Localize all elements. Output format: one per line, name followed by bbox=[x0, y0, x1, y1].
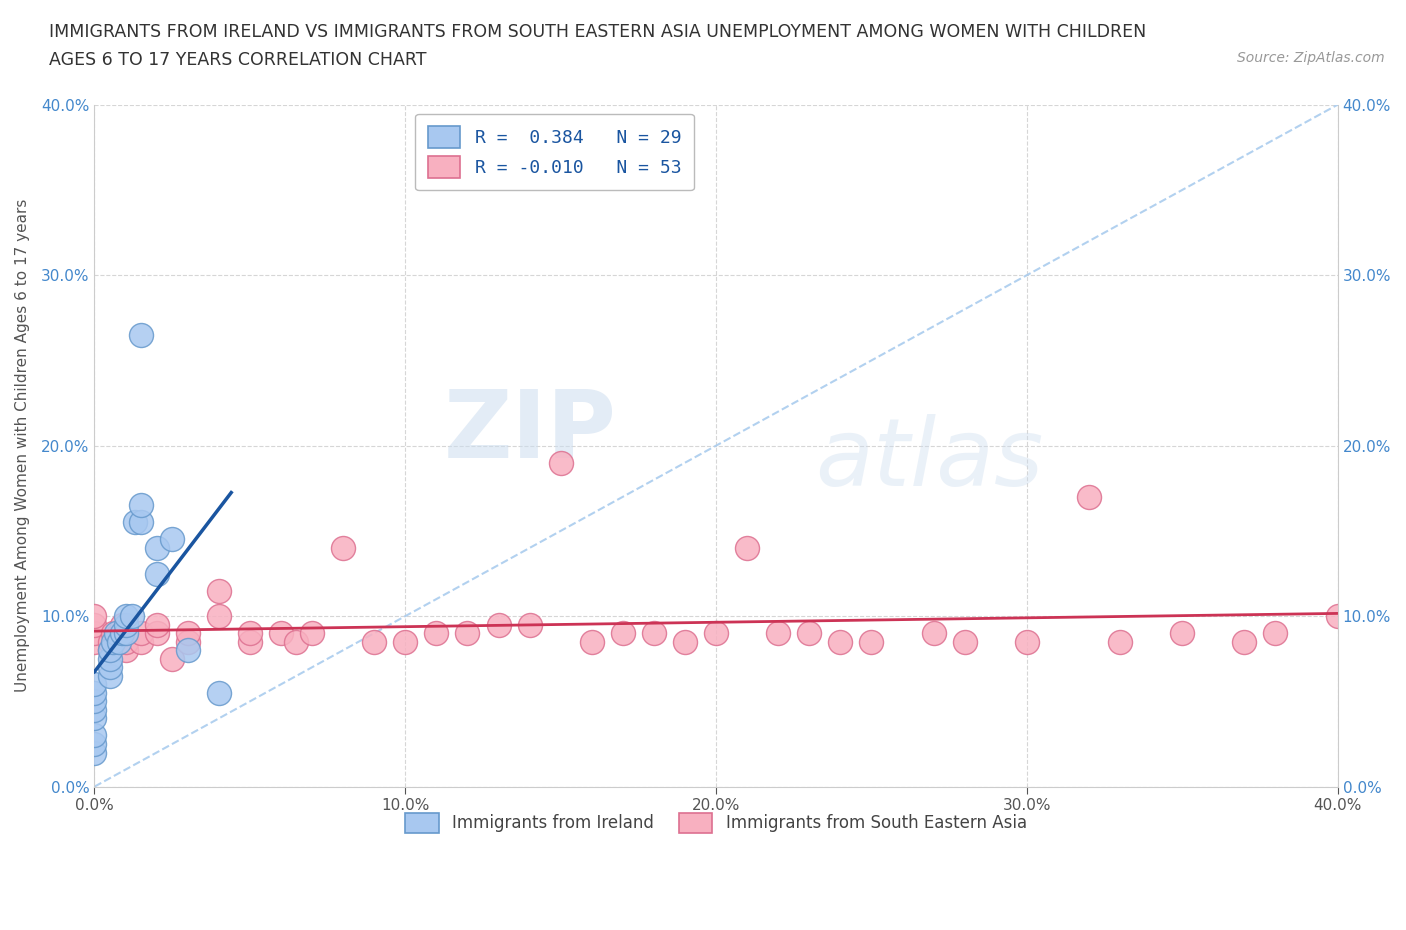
Point bbox=[83, 745, 105, 760]
Point bbox=[1171, 626, 1194, 641]
Point bbox=[239, 626, 262, 641]
Point bbox=[735, 540, 758, 555]
Point bbox=[799, 626, 821, 641]
Point bbox=[612, 626, 634, 641]
Point bbox=[550, 456, 572, 471]
Point bbox=[363, 634, 385, 649]
Point bbox=[643, 626, 665, 641]
Point bbox=[953, 634, 976, 649]
Point bbox=[114, 626, 136, 641]
Point bbox=[114, 609, 136, 624]
Point bbox=[704, 626, 727, 641]
Point bbox=[83, 685, 105, 700]
Point bbox=[129, 626, 152, 641]
Point bbox=[114, 634, 136, 649]
Point bbox=[98, 651, 121, 666]
Text: ZIP: ZIP bbox=[444, 386, 617, 478]
Point bbox=[488, 618, 510, 632]
Point bbox=[145, 618, 167, 632]
Text: AGES 6 TO 17 YEARS CORRELATION CHART: AGES 6 TO 17 YEARS CORRELATION CHART bbox=[49, 51, 426, 69]
Point bbox=[129, 515, 152, 530]
Text: atlas: atlas bbox=[815, 414, 1043, 505]
Point bbox=[394, 634, 416, 649]
Point bbox=[111, 626, 134, 641]
Point bbox=[83, 702, 105, 717]
Point bbox=[101, 626, 124, 641]
Point bbox=[114, 643, 136, 658]
Point bbox=[83, 711, 105, 726]
Point bbox=[1264, 626, 1286, 641]
Point bbox=[121, 609, 143, 624]
Point bbox=[114, 618, 136, 632]
Point bbox=[101, 634, 124, 649]
Point bbox=[98, 643, 121, 658]
Point bbox=[129, 634, 152, 649]
Point bbox=[208, 685, 231, 700]
Point bbox=[83, 677, 105, 692]
Point bbox=[129, 498, 152, 512]
Point bbox=[208, 609, 231, 624]
Point bbox=[83, 609, 105, 624]
Point bbox=[83, 626, 105, 641]
Point bbox=[1078, 489, 1101, 504]
Point bbox=[124, 515, 146, 530]
Point bbox=[129, 327, 152, 342]
Point bbox=[456, 626, 478, 641]
Point bbox=[145, 566, 167, 581]
Point bbox=[105, 634, 128, 649]
Point bbox=[108, 626, 131, 641]
Point bbox=[83, 737, 105, 751]
Point bbox=[1015, 634, 1038, 649]
Point bbox=[160, 532, 183, 547]
Point bbox=[177, 643, 200, 658]
Point bbox=[145, 540, 167, 555]
Point bbox=[208, 583, 231, 598]
Point bbox=[108, 634, 131, 649]
Point bbox=[519, 618, 541, 632]
Point bbox=[98, 660, 121, 675]
Point bbox=[830, 634, 852, 649]
Point bbox=[425, 626, 447, 641]
Point bbox=[1109, 634, 1132, 649]
Point bbox=[673, 634, 696, 649]
Point bbox=[160, 651, 183, 666]
Point bbox=[922, 626, 945, 641]
Point bbox=[111, 618, 134, 632]
Point bbox=[766, 626, 789, 641]
Point bbox=[332, 540, 354, 555]
Point bbox=[83, 728, 105, 743]
Point bbox=[83, 694, 105, 709]
Point bbox=[1233, 634, 1256, 649]
Point bbox=[581, 634, 603, 649]
Point bbox=[98, 669, 121, 684]
Point bbox=[83, 618, 105, 632]
Point bbox=[83, 634, 105, 649]
Point bbox=[270, 626, 292, 641]
Point bbox=[239, 634, 262, 649]
Point bbox=[285, 634, 308, 649]
Point bbox=[177, 634, 200, 649]
Point bbox=[177, 626, 200, 641]
Legend: Immigrants from Ireland, Immigrants from South Eastern Asia: Immigrants from Ireland, Immigrants from… bbox=[392, 800, 1040, 846]
Point bbox=[301, 626, 323, 641]
Text: Source: ZipAtlas.com: Source: ZipAtlas.com bbox=[1237, 51, 1385, 65]
Point bbox=[98, 634, 121, 649]
Point bbox=[105, 626, 128, 641]
Point bbox=[1326, 609, 1348, 624]
Text: IMMIGRANTS FROM IRELAND VS IMMIGRANTS FROM SOUTH EASTERN ASIA UNEMPLOYMENT AMONG: IMMIGRANTS FROM IRELAND VS IMMIGRANTS FR… bbox=[49, 23, 1146, 41]
Y-axis label: Unemployment Among Women with Children Ages 6 to 17 years: Unemployment Among Women with Children A… bbox=[15, 199, 30, 692]
Point bbox=[98, 643, 121, 658]
Point bbox=[860, 634, 883, 649]
Point bbox=[145, 626, 167, 641]
